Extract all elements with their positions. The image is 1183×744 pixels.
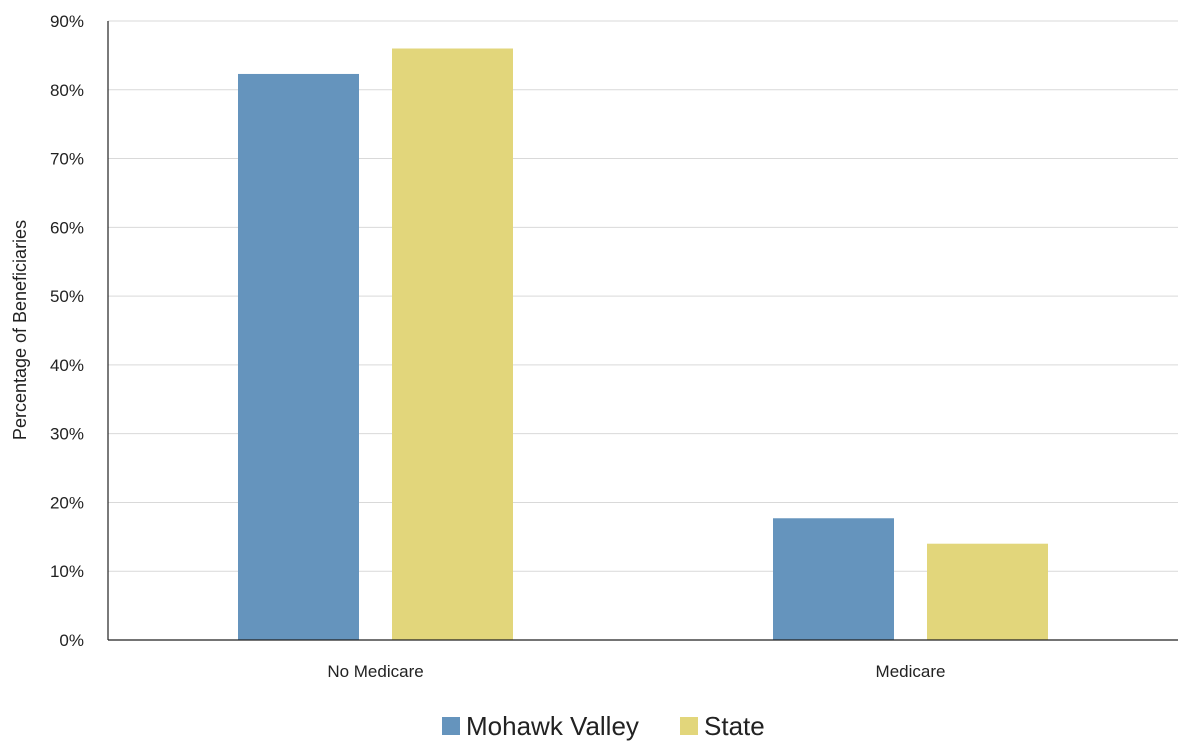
y-tick-label: 40% — [50, 356, 84, 375]
bar-state-medicare — [927, 543, 1048, 640]
bar-mohawk-valley-medicare — [773, 518, 894, 640]
y-tick-label: 70% — [50, 150, 84, 169]
y-tick-label: 90% — [50, 12, 84, 31]
legend-label: State — [704, 711, 765, 741]
x-category-label: Medicare — [876, 662, 946, 681]
legend-label: Mohawk Valley — [466, 711, 639, 741]
bar-mohawk-valley-no-medicare — [238, 73, 359, 641]
x-axis-categories: No Medicare Medicare — [327, 662, 945, 681]
y-tick-label: 50% — [50, 287, 84, 306]
y-tick-label: 20% — [50, 493, 84, 512]
y-axis-ticks: 0% 10% 20% 30% 40% 50% 60% 70% 80% 90% — [50, 12, 84, 650]
y-tick-label: 60% — [50, 218, 84, 237]
y-axis-title: Percentage of Beneficiaries — [10, 220, 30, 440]
legend-swatch — [680, 717, 698, 735]
legend-swatch — [442, 717, 460, 735]
y-tick-label: 10% — [50, 562, 84, 581]
x-category-label: No Medicare — [327, 662, 423, 681]
bar-state-no-medicare — [392, 48, 513, 641]
y-tick-label: 0% — [59, 631, 84, 650]
y-tick-label: 80% — [50, 81, 84, 100]
legend: Mohawk Valley State — [442, 711, 765, 741]
y-tick-label: 30% — [50, 425, 84, 444]
bars — [238, 48, 1048, 641]
